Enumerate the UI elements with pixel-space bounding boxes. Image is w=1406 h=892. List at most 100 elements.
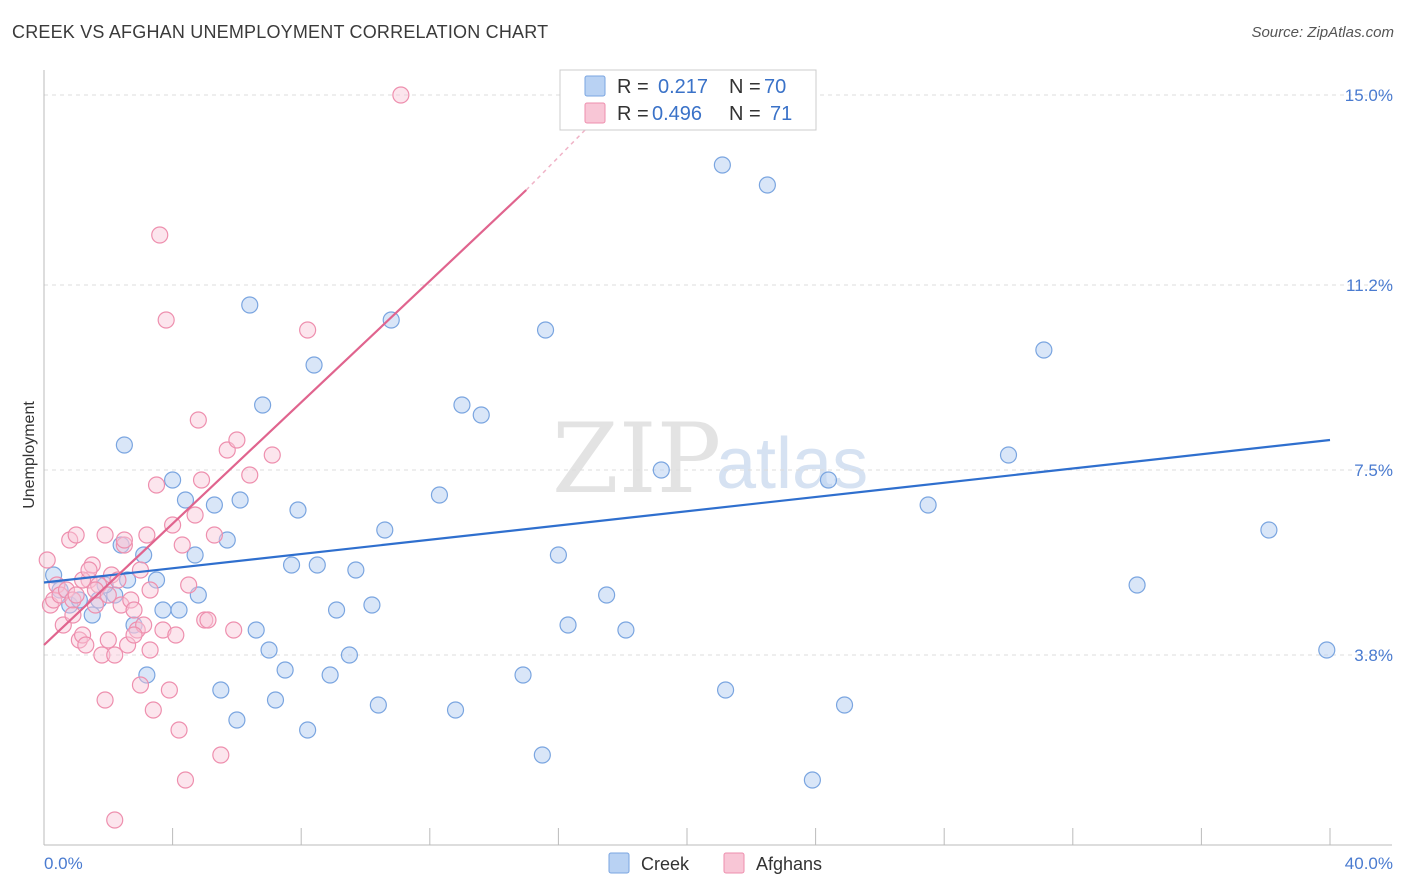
afghan-trend-line: [43, 189, 528, 646]
x-tick-label: 40.0%: [1345, 854, 1393, 873]
legend-creek-r-label: R =: [617, 76, 649, 98]
afghan-point: [122, 591, 140, 609]
creek-point: [228, 711, 246, 729]
afghan-point: [392, 86, 410, 104]
afghan-point: [38, 551, 56, 569]
creek-point: [919, 496, 937, 514]
creek-point: [241, 296, 259, 314]
creek-point: [115, 436, 133, 454]
bottom-legend-afghan-label: Afghans: [756, 854, 822, 874]
watermark-atlas: atlas: [716, 424, 868, 504]
creek-point: [514, 666, 532, 684]
afghan-point: [141, 641, 159, 659]
bottom-legend: Creek Afghans: [608, 852, 822, 874]
creek-point: [260, 641, 278, 659]
chart-title: CREEK VS AFGHAN UNEMPLOYMENT CORRELATION…: [12, 22, 549, 42]
grid-lines: [44, 94, 1392, 656]
axes: [43, 70, 1392, 846]
creek-point: [1260, 521, 1278, 539]
creek-point: [430, 486, 449, 504]
creek-point: [716, 681, 735, 699]
afghan-point: [299, 321, 317, 339]
creek-point: [254, 396, 272, 414]
afghan-point: [115, 536, 133, 554]
afghan-point: [212, 746, 230, 764]
creek-point: [347, 561, 365, 579]
legend: R = 0.217 N = 70 R = 0.496 N = 71: [559, 69, 817, 131]
afghan-point: [173, 536, 191, 554]
creek-point: [231, 491, 249, 509]
creek-point: [96, 576, 114, 594]
y-tick-label: 15.0%: [1345, 86, 1393, 105]
creek-point: [70, 591, 88, 609]
legend-afghan-r-value: 0.496: [652, 103, 702, 125]
creek-trend-line: [43, 438, 1331, 584]
afghan-point: [83, 556, 101, 574]
watermark-zip: ZIP: [552, 403, 721, 515]
creek-point: [559, 616, 577, 634]
creek-point: [266, 691, 285, 709]
afghan-point: [180, 576, 198, 594]
creek-point: [652, 461, 670, 479]
afghan-point: [176, 771, 195, 789]
creek-point: [376, 521, 394, 539]
creek-point: [446, 701, 465, 719]
creek-point: [819, 471, 838, 489]
legend-creek-swatch: [584, 75, 606, 97]
afghan-point: [125, 626, 143, 644]
afghan-point: [167, 626, 185, 644]
afghan-point: [157, 311, 175, 329]
x-tick-label: 0.0%: [44, 854, 83, 873]
creek-point: [835, 696, 854, 714]
creek-point: [308, 556, 326, 574]
y-tick-labels: 3.8% 7.5% 11.2% 15.0%: [1345, 86, 1393, 665]
afghan-point: [138, 526, 156, 544]
creek-point: [45, 566, 63, 584]
afghan-point: [96, 526, 114, 544]
legend-afghan-n-value: 71: [770, 103, 792, 125]
legend-creek-n-value: 70: [764, 76, 786, 98]
creek-point: [170, 601, 188, 619]
creek-point: [1318, 641, 1336, 659]
afghan-point: [199, 611, 217, 629]
x-ticks: [43, 828, 1331, 845]
legend-afghan-n-label: N =: [729, 103, 761, 125]
bottom-legend-afghan-swatch: [723, 852, 745, 874]
afghan-point: [57, 581, 76, 599]
creek-point: [118, 571, 137, 589]
afghan-point: [64, 591, 82, 609]
afghan-point: [151, 226, 169, 244]
creek-point: [536, 321, 555, 339]
x-tick-labels: 0.0% 40.0%: [44, 854, 1393, 873]
creek-point: [205, 496, 223, 514]
afghan-point: [99, 586, 117, 604]
afghan-point: [205, 526, 223, 544]
creek-point: [369, 696, 387, 714]
creek-point: [472, 406, 490, 424]
afghan-point: [189, 411, 207, 429]
creek-point: [276, 661, 294, 679]
afghan-point: [118, 636, 137, 654]
afghan-point: [144, 701, 162, 719]
y-tick-label: 7.5%: [1354, 461, 1393, 480]
y-tick-label: 3.8%: [1354, 646, 1393, 665]
afghan-point: [125, 601, 143, 619]
bottom-legend-creek-label: Creek: [641, 854, 690, 874]
creek-point: [453, 396, 471, 414]
afghan-point: [99, 631, 117, 649]
creek-point: [321, 666, 339, 684]
afghan-point: [67, 526, 85, 544]
creek-point: [549, 546, 568, 564]
creek-point: [154, 601, 172, 619]
creek-point: [164, 471, 182, 489]
afghan-point: [263, 446, 281, 464]
creek-point: [289, 501, 307, 519]
creek-point: [363, 596, 381, 614]
afghan-point: [141, 581, 159, 599]
creek-point: [327, 601, 346, 619]
afghan-point: [160, 681, 178, 699]
afghan-point: [112, 596, 130, 614]
creek-point: [138, 666, 156, 684]
y-tick-label: 11.2%: [1346, 276, 1393, 295]
